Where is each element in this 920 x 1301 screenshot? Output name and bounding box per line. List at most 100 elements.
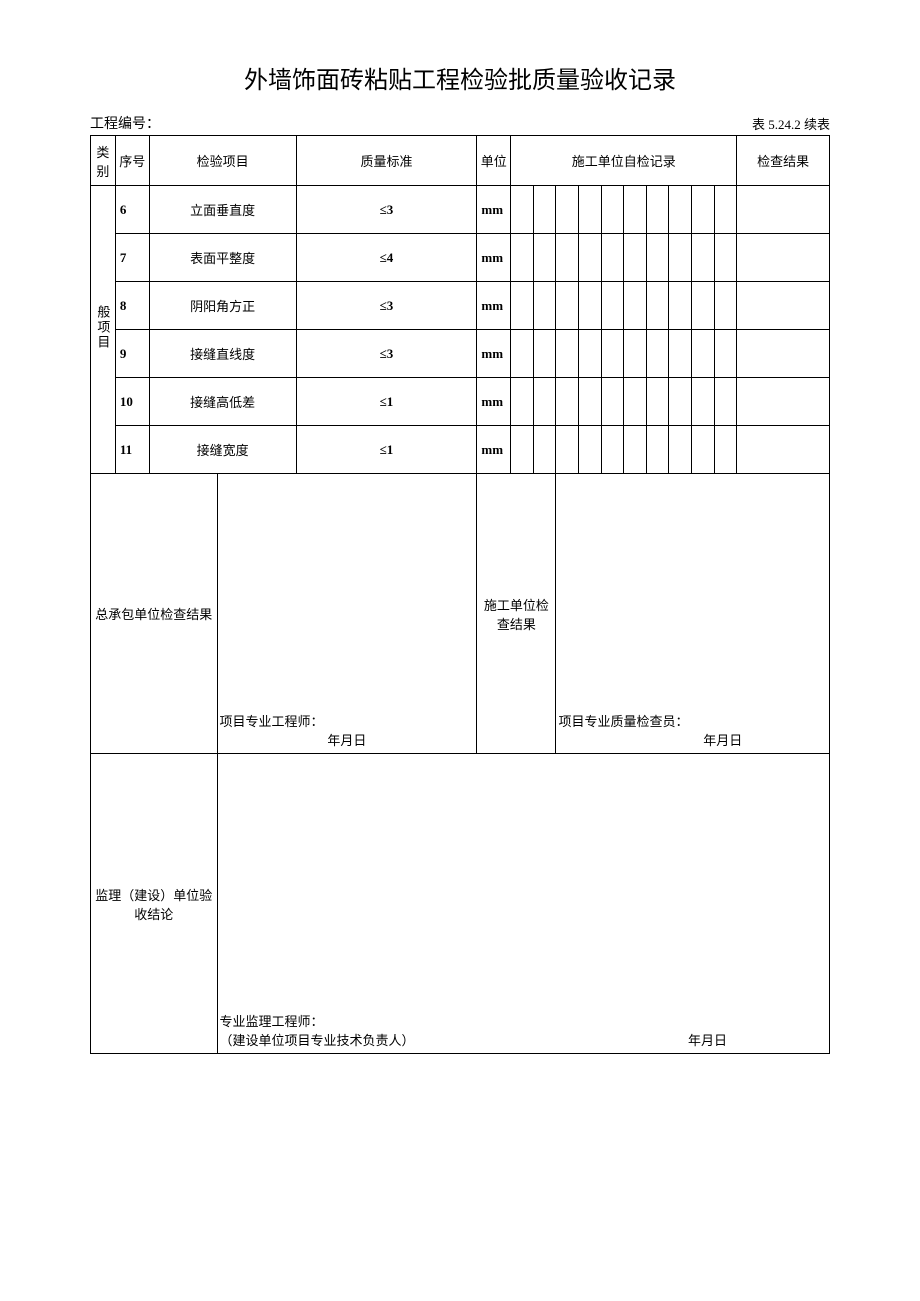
check-cell	[511, 330, 534, 378]
item-cell: 接缝直线度	[149, 330, 296, 378]
check-cell	[601, 426, 624, 474]
signature-row-2: 监理（建设）单位验收结论 专业监理工程师： （建设单位项目专业技术负责人） 年月…	[91, 754, 830, 1054]
construction-signature-block: 项目专业质量检查员： 年月日	[556, 474, 830, 754]
check-cell	[624, 378, 647, 426]
check-cell	[556, 330, 579, 378]
check-cell	[714, 186, 737, 234]
check-cell	[556, 378, 579, 426]
result-cell	[737, 186, 830, 234]
check-cell	[556, 234, 579, 282]
check-cell	[646, 282, 669, 330]
unit-cell: mm	[477, 186, 511, 234]
check-cell	[533, 282, 556, 330]
table-number: 表 5.24.2 续表	[752, 114, 830, 133]
standard-cell: ≤1	[296, 378, 477, 426]
supervisor-result-label: 监理（建设）单位验收结论	[91, 754, 218, 1054]
check-cell	[692, 378, 715, 426]
check-cell	[624, 426, 647, 474]
standard-cell: ≤3	[296, 186, 477, 234]
date-label: 年月日	[688, 1030, 727, 1049]
check-cell	[579, 426, 602, 474]
item-cell: 立面垂直度	[149, 186, 296, 234]
construction-signer-label: 项目专业质量检查员：	[558, 714, 688, 729]
check-cell	[601, 186, 624, 234]
project-number-label: 工程编号：	[90, 113, 160, 133]
check-cell	[669, 426, 692, 474]
check-cell	[692, 186, 715, 234]
contractor-signer-label: 项目专业工程师：	[220, 714, 324, 729]
check-cell	[556, 186, 579, 234]
check-cell	[714, 234, 737, 282]
check-cell	[601, 234, 624, 282]
result-cell	[737, 426, 830, 474]
standard-cell: ≤3	[296, 330, 477, 378]
unit-cell: mm	[477, 282, 511, 330]
supervisor-signer1-label: 专业监理工程师：	[220, 1014, 324, 1029]
check-cell	[511, 282, 534, 330]
check-cell	[669, 282, 692, 330]
date-label: 年月日	[703, 733, 742, 748]
item-cell: 表面平整度	[149, 234, 296, 282]
check-cell	[669, 234, 692, 282]
header-self-check: 施工单位自检记录	[511, 136, 737, 186]
check-cell	[556, 426, 579, 474]
standard-cell: ≤1	[296, 426, 477, 474]
unit-cell: mm	[477, 234, 511, 282]
table-row: 9 接缝直线度 ≤3 mm	[91, 330, 830, 378]
check-cell	[646, 426, 669, 474]
check-cell	[624, 186, 647, 234]
check-cell	[669, 330, 692, 378]
seq-cell: 10	[115, 378, 149, 426]
table-row: 7 表面平整度 ≤4 mm	[91, 234, 830, 282]
header-unit: 单位	[477, 136, 511, 186]
check-cell	[556, 282, 579, 330]
check-cell	[692, 234, 715, 282]
header-category: 类别	[91, 136, 116, 186]
item-cell: 接缝高低差	[149, 378, 296, 426]
header-result: 检查结果	[737, 136, 830, 186]
check-cell	[714, 378, 737, 426]
check-cell	[646, 186, 669, 234]
result-cell	[737, 378, 830, 426]
table-row: 10 接缝高低差 ≤1 mm	[91, 378, 830, 426]
result-cell	[737, 234, 830, 282]
check-cell	[533, 234, 556, 282]
check-cell	[579, 330, 602, 378]
check-cell	[646, 234, 669, 282]
date-label: 年月日	[327, 733, 366, 748]
check-cell	[579, 282, 602, 330]
check-cell	[601, 282, 624, 330]
unit-cell: mm	[477, 426, 511, 474]
contractor-result-label: 总承包单位检查结果	[91, 474, 218, 754]
table-row: 11 接缝宽度 ≤1 mm	[91, 426, 830, 474]
check-cell	[692, 426, 715, 474]
check-cell	[624, 234, 647, 282]
check-cell	[692, 330, 715, 378]
check-cell	[579, 186, 602, 234]
header-item: 检验项目	[149, 136, 296, 186]
seq-cell: 8	[115, 282, 149, 330]
standard-cell: ≤4	[296, 234, 477, 282]
check-cell	[601, 330, 624, 378]
unit-cell: mm	[477, 330, 511, 378]
check-cell	[511, 234, 534, 282]
item-cell: 接缝宽度	[149, 426, 296, 474]
document-title: 外墙饰面砖粘贴工程检验批质量验收记录	[90, 60, 830, 95]
unit-cell: mm	[477, 378, 511, 426]
seq-cell: 11	[115, 426, 149, 474]
result-cell	[737, 330, 830, 378]
header-seq: 序号	[115, 136, 149, 186]
supervisor-signer2-label: （建设单位项目专业技术负责人）	[220, 1030, 415, 1049]
check-cell	[646, 330, 669, 378]
check-cell	[579, 234, 602, 282]
supervisor-signature-block: 专业监理工程师： （建设单位项目专业技术负责人） 年月日	[217, 754, 829, 1054]
check-cell	[533, 186, 556, 234]
check-cell	[533, 426, 556, 474]
seq-cell: 9	[115, 330, 149, 378]
header-standard: 质量标准	[296, 136, 477, 186]
check-cell	[714, 426, 737, 474]
seq-cell: 7	[115, 234, 149, 282]
signature-row-1: 总承包单位检查结果 项目专业工程师： 年月日 施工单位检查结果 项目专业质量检查…	[91, 474, 830, 754]
check-cell	[669, 378, 692, 426]
check-cell	[669, 186, 692, 234]
